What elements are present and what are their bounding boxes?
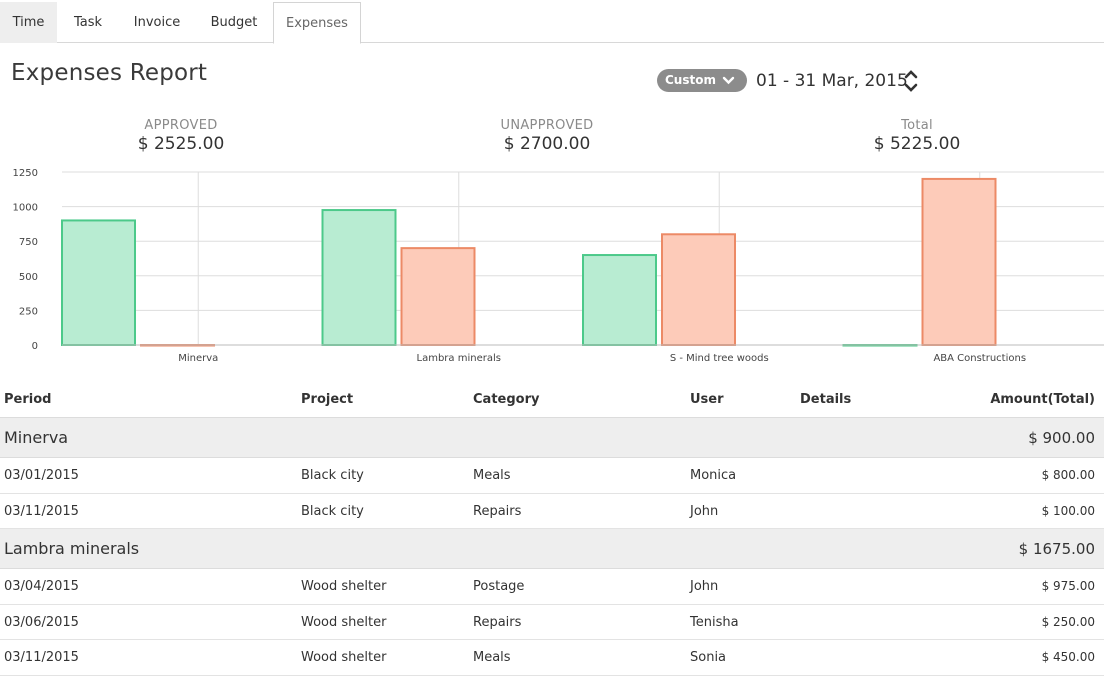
date-range: 01 - 31 Mar, 2015 [756, 71, 908, 91]
bar-unapproved [400, 247, 476, 346]
cell-user: John [690, 579, 719, 594]
cell-amount: $ 250.00 [1041, 614, 1095, 629]
bar-unapproved [921, 177, 997, 347]
cell-user: John [690, 503, 719, 519]
y-tick-label: 500 [19, 272, 38, 283]
cell-project: Black city [301, 468, 364, 483]
cell-amount: $ 975.00 [1041, 579, 1095, 593]
table-row[interactable]: 03/11/2015 Wood shelter Meals Sonia $ 450.00 [0, 640, 1104, 676]
cell-project: Wood shelter [301, 579, 387, 594]
tab-time[interactable]: Time [0, 2, 57, 43]
cell-user: Tenisha [690, 614, 739, 630]
unapproved-summary: UNAPPROVED $ 2700.00 [447, 118, 647, 154]
cell-category: Repairs [473, 614, 522, 630]
approved-value: $ 2525.00 [137, 134, 225, 154]
x-tick-label: ABA Constructions [933, 353, 1026, 364]
page-title: Expenses Report [11, 60, 208, 86]
approved-summary: APPROVED $ 2525.00 [81, 118, 281, 154]
col-period[interactable]: Period [4, 392, 52, 407]
cell-user: Sonia [690, 650, 727, 665]
cell-project: Wood shelter [301, 650, 387, 665]
cell-period: 03/06/2015 [4, 614, 79, 630]
group-name: Lambra minerals [4, 539, 140, 558]
y-tick-label: 1000 [13, 203, 38, 214]
cell-period: 03/01/2015 [4, 468, 79, 483]
y-tick-label: 1250 [13, 168, 38, 179]
y-tick-label: 0 [32, 341, 38, 352]
x-tick-label: Minerva [178, 353, 218, 364]
cell-amount: $ 100.00 [1041, 503, 1095, 518]
tab-budget[interactable]: Budget [210, 15, 258, 30]
y-tick-label: 750 [19, 237, 38, 248]
unapproved-label: UNAPPROVED [500, 118, 594, 133]
group-total: $ 900.00 [1028, 429, 1095, 447]
unapproved-value: $ 2700.00 [503, 134, 591, 154]
expenses-bar-chart: 0 250 500 750 1000 1250 Minerva Lambra minerals… [13, 168, 1104, 364]
bar-approved [582, 254, 657, 346]
cell-amount: $ 450.00 [1041, 650, 1095, 664]
group-row: Lambra minerals $ 1675.00 [0, 529, 1104, 569]
cell-period: 03/04/2015 [4, 579, 79, 594]
table-header: Period Project Category User Details Amo… [0, 382, 1104, 418]
table-row[interactable]: 03/04/2015 Wood shelter Postage John $ 975.0… [0, 569, 1104, 605]
cell-category: Repairs [473, 503, 522, 519]
expenses-table: Period Project Category User Details Amo… [0, 382, 1104, 676]
range-select[interactable]: Custom [657, 69, 747, 92]
col-amount[interactable]: Amount(Total) [990, 392, 1095, 407]
tab-invoice[interactable]: Invoice [133, 15, 181, 30]
table-body: Minerva $ 900.00 03/01/2015 Black city Meals… [0, 418, 1104, 676]
col-category[interactable]: Category [473, 392, 540, 407]
tab-expenses[interactable]: Expenses [273, 2, 361, 44]
total-label: Total [901, 118, 933, 133]
tab-task[interactable]: Task [73, 15, 103, 30]
group-total: $ 1675.00 [1018, 540, 1095, 558]
cell-category: Meals [473, 468, 511, 483]
range-select-label: Custom [665, 73, 716, 87]
cell-user: Monica [690, 468, 737, 483]
cell-period: 03/11/2015 [4, 650, 79, 665]
bar-unapproved [661, 233, 736, 346]
cell-category: Meals [473, 650, 511, 665]
table-row[interactable]: 03/06/2015 Wood shelter Repairs Tenisha $ 25… [0, 605, 1104, 640]
bar-approved [61, 219, 136, 346]
group-row: Minerva $ 900.00 [0, 418, 1104, 458]
approved-label: APPROVED [144, 118, 218, 133]
chevron-down-icon [722, 69, 735, 100]
cell-amount: $ 800.00 [1041, 468, 1095, 482]
group-name: Minerva [4, 428, 69, 447]
bar-approved [321, 209, 397, 347]
table-row[interactable]: 03/01/2015 Black city Meals Monica $ 800.00 [0, 458, 1104, 494]
cell-category: Postage [473, 579, 525, 594]
y-tick-label: 250 [19, 306, 38, 317]
col-user[interactable]: User [690, 392, 724, 407]
cell-project: Wood shelter [301, 614, 387, 630]
x-tick-label: S - Mind tree woods [670, 353, 769, 364]
report-tabs: Time Task Invoice Budget Expenses [0, 0, 1104, 44]
cell-period: 03/11/2015 [4, 503, 79, 519]
x-tick-label: Lambra minerals [417, 353, 501, 364]
chevron-up-down-icon [904, 70, 918, 92]
col-details[interactable]: Details [800, 392, 852, 407]
cell-project: Black city [301, 503, 364, 519]
total-value: $ 5225.00 [873, 134, 961, 154]
total-summary: Total $ 5225.00 [817, 118, 1017, 154]
col-project[interactable]: Project [301, 392, 354, 407]
table-row[interactable]: 03/11/2015 Black city Repairs John $ 100.00 [0, 494, 1104, 529]
date-stepper[interactable] [903, 68, 919, 94]
